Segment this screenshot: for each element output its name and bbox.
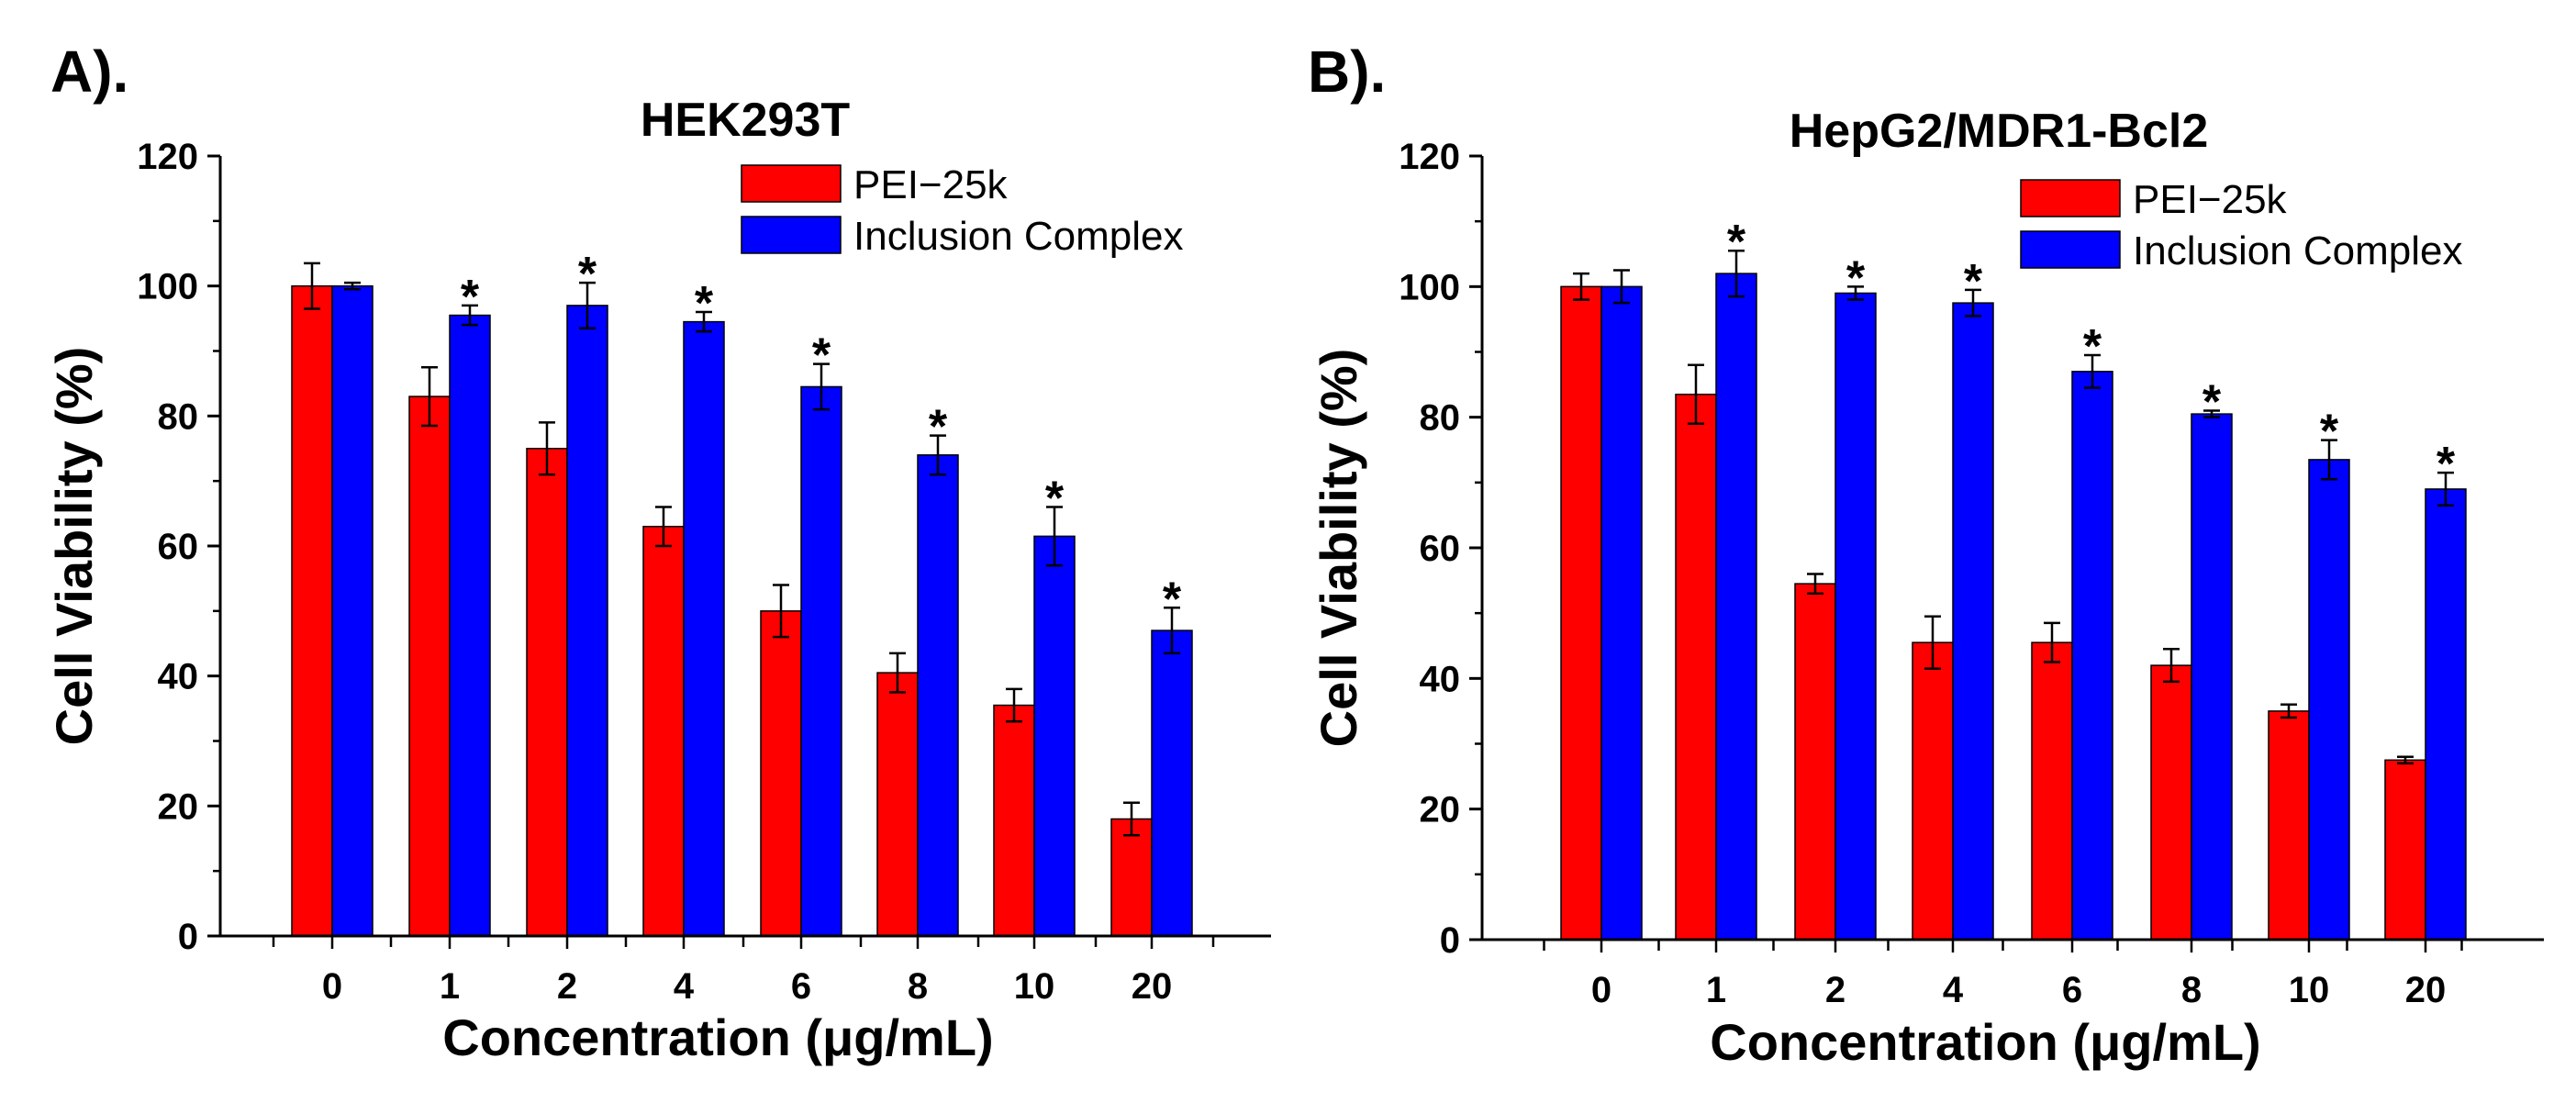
bar-inclusion-1 — [449, 314, 491, 937]
bar-inclusion-6 — [800, 385, 842, 937]
bar-inclusion-4 — [1952, 302, 1994, 941]
bar-inclusion-10 — [2308, 459, 2350, 941]
x-tick-label: 8 — [2181, 970, 2202, 1010]
legend-swatch-inclusion — [741, 216, 842, 254]
bar-inclusion-20 — [2425, 488, 2467, 941]
bar-pei-20 — [2384, 759, 2426, 941]
bar-inclusion-2 — [566, 305, 608, 937]
significance-star: * — [812, 329, 831, 383]
x-tick-label: 4 — [1943, 970, 1964, 1010]
y-tick-label: 60 — [1420, 529, 1461, 569]
bar-pei-2 — [1794, 583, 1836, 941]
significance-star: * — [1727, 216, 1746, 269]
bar-inclusion-0 — [1600, 285, 1643, 941]
y-tick-label: 20 — [1420, 790, 1461, 830]
panel-label: B). — [1308, 39, 1386, 105]
legend: PEI−25k Inclusion Complex — [2020, 177, 2463, 273]
x-tick-label: 6 — [2062, 970, 2082, 1010]
bar-pei-10 — [2268, 710, 2310, 941]
y-axis-label: Cell Viability (%) — [45, 347, 103, 746]
chart-panel-a: A). HEK293T * * * * * * * 0 20 40 60 80 100 120 0 1 2 4 6 8 10… — [45, 39, 1271, 1066]
significance-star: * — [695, 277, 714, 330]
y-tick-label: 40 — [1420, 659, 1461, 699]
x-axis-label: Concentration (μg/mL) — [1710, 1013, 2260, 1071]
significance-star: * — [1964, 255, 1983, 308]
y-tick-label: 100 — [137, 267, 198, 307]
x-tick-label: 8 — [908, 966, 928, 1007]
bar-pei-20 — [1110, 818, 1153, 937]
bar-inclusion-8 — [917, 454, 959, 937]
y-tick-label: 40 — [158, 657, 199, 697]
x-tick-label: 0 — [322, 966, 342, 1007]
y-tick-label: 120 — [1399, 137, 1460, 177]
bar-inclusion-20 — [1151, 629, 1193, 937]
bar-pei-4 — [642, 526, 685, 937]
bar-pei-10 — [993, 704, 1035, 937]
x-tick-label: 1 — [440, 966, 460, 1007]
bar-inclusion-8 — [2191, 413, 2233, 941]
bar-pei-8 — [2150, 664, 2192, 941]
legend-swatch-inclusion — [2020, 230, 2121, 269]
x-tick-label: 10 — [2289, 970, 2330, 1010]
x-tick-label: 20 — [1132, 966, 1173, 1007]
significance-star: * — [578, 248, 597, 301]
x-tick-label: 6 — [791, 966, 811, 1007]
bar-inclusion-6 — [2071, 371, 2113, 941]
significance-star: * — [2320, 406, 2339, 459]
significance-star: * — [2437, 438, 2456, 491]
bar-pei-6 — [760, 610, 802, 937]
significance-star: * — [1163, 573, 1182, 626]
bar-pei-4 — [1912, 641, 1954, 941]
x-tick-label: 20 — [2405, 970, 2447, 1010]
bar-pei-0 — [1560, 285, 1602, 941]
y-tick-label: 80 — [158, 396, 199, 437]
bar-pei-8 — [876, 672, 919, 937]
significance-star: * — [929, 401, 948, 454]
legend-swatch-pei — [2020, 179, 2121, 217]
legend: PEI−25k Inclusion Complex — [741, 162, 1184, 259]
significance-star: * — [461, 271, 480, 324]
bar-inclusion-1 — [1715, 273, 1757, 941]
bar-pei-1 — [408, 395, 451, 937]
bar-pei-6 — [2031, 641, 2073, 941]
legend-swatch-pei — [741, 164, 842, 203]
chart-title: HEK293T — [641, 94, 851, 147]
x-tick-label: 2 — [557, 966, 577, 1007]
legend-label-inclusion: Inclusion Complex — [853, 214, 1184, 259]
bar-pei-2 — [526, 448, 568, 937]
y-tick-label: 0 — [1440, 920, 1460, 961]
y-tick-label: 80 — [1420, 398, 1461, 439]
y-tick-label: 60 — [158, 527, 199, 567]
x-tick-label: 1 — [1706, 970, 1726, 1010]
bar-pei-1 — [1675, 394, 1717, 941]
significance-star: * — [1846, 251, 1866, 305]
y-tick-label: 100 — [1399, 267, 1460, 307]
x-tick-label: 10 — [1014, 966, 1055, 1007]
significance-star: * — [2202, 376, 2222, 429]
y-tick-label: 20 — [158, 786, 199, 827]
legend-label-inclusion: Inclusion Complex — [2133, 228, 2463, 273]
chart-title: HepG2/MDR1-Bcl2 — [1790, 105, 2209, 158]
significance-star: * — [2083, 320, 2102, 373]
legend-label-pei: PEI−25k — [2133, 177, 2288, 222]
bar-inclusion-2 — [1834, 292, 1877, 941]
significance-star: * — [1045, 473, 1065, 526]
bar-inclusion-10 — [1033, 535, 1076, 937]
x-tick-label: 2 — [1825, 970, 1846, 1010]
y-axis-label: Cell Viability (%) — [1310, 349, 1367, 748]
bar-inclusion-4 — [683, 320, 725, 937]
x-tick-label: 0 — [1591, 970, 1611, 1010]
x-axis-label: Concentration (μg/mL) — [442, 1008, 993, 1066]
legend-label-pei: PEI−25k — [853, 162, 1009, 207]
panel-label: A). — [50, 39, 128, 105]
x-tick-label: 4 — [674, 966, 695, 1007]
bar-inclusion-0 — [331, 284, 374, 937]
y-tick-label: 0 — [178, 917, 198, 957]
y-tick-label: 120 — [137, 137, 198, 177]
chart-panel-b: B).HepG2/MDR1-Bcl2** *****020406080100120… — [1308, 39, 2544, 1071]
bar-pei-0 — [291, 284, 333, 937]
